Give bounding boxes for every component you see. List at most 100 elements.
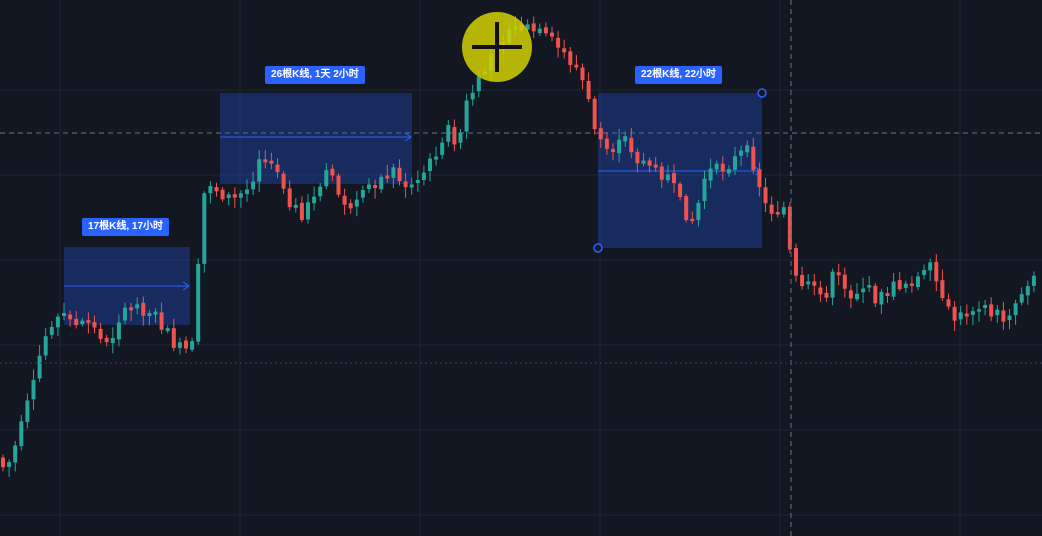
candle-body [147, 313, 152, 317]
candle-body [928, 262, 933, 271]
candle-body [556, 37, 561, 48]
candle-body [80, 320, 85, 325]
candle-body [983, 305, 988, 309]
candle-body [800, 275, 805, 287]
candle-down [934, 253, 939, 292]
candle-down [92, 315, 97, 334]
candle-up [714, 160, 719, 175]
candle-down [586, 72, 591, 102]
candle-body [275, 164, 280, 173]
candle-down [556, 31, 561, 58]
candle-body [836, 272, 841, 276]
candle-body [623, 136, 628, 142]
candle-body [775, 212, 780, 215]
candle-down [531, 16, 536, 39]
candle-up [903, 280, 908, 293]
candle-body [165, 328, 170, 332]
candle-body [251, 181, 256, 190]
candle-down [275, 158, 280, 179]
candle-down [897, 272, 902, 292]
candle-body [970, 311, 975, 315]
range-label-1[interactable]: 17根K线, 17小时 [82, 218, 170, 236]
candle-up [25, 393, 30, 429]
candle-up [306, 194, 310, 224]
candle-body [409, 184, 414, 188]
candle-body [68, 314, 73, 320]
candle-down [74, 311, 79, 329]
candle-up [312, 186, 317, 211]
candle-body [116, 322, 121, 340]
candle-up [458, 128, 463, 150]
candle-down [952, 301, 957, 331]
candle-body [379, 176, 384, 190]
candle-body [812, 281, 817, 286]
date-price-range-tools[interactable] [64, 88, 767, 325]
candle-down [403, 173, 408, 198]
candle-up [19, 414, 24, 451]
candle-down [598, 122, 603, 148]
candle-body [43, 336, 48, 356]
candle-body [824, 292, 829, 298]
candle-down [873, 282, 878, 308]
candle-up [440, 137, 445, 160]
candle-down [757, 162, 762, 197]
candle-body [440, 142, 445, 155]
candle-body [879, 291, 884, 305]
candle-body [184, 340, 188, 349]
candle-body [415, 179, 420, 184]
candle-up [806, 274, 811, 290]
candle-body [226, 194, 231, 199]
candle-body [952, 306, 957, 321]
candle-body [940, 280, 945, 299]
candle-body [37, 355, 42, 379]
candle-down [171, 318, 176, 352]
candle-body [885, 293, 890, 296]
candle-up [379, 174, 384, 194]
candle-down [659, 162, 664, 189]
candle-body [324, 170, 329, 187]
candle-body [104, 337, 109, 343]
candle-body [818, 287, 823, 295]
candle-body [787, 206, 792, 250]
candle-body [964, 313, 969, 317]
candle-down [184, 336, 188, 354]
candle-body [550, 32, 554, 37]
candle-up [464, 93, 469, 139]
candle-down [818, 281, 823, 303]
candle-body [525, 24, 530, 30]
candle-up [696, 200, 701, 227]
candle-body [287, 188, 292, 208]
range-label-2[interactable]: 26根K线, 1天 2小时 [265, 66, 365, 84]
candle-up [354, 190, 359, 217]
crosshair-cursor-icon [462, 12, 532, 82]
candle-body [245, 189, 249, 194]
candle-body [977, 309, 981, 312]
candle-down [348, 199, 353, 214]
candle-body [531, 23, 536, 32]
candle-down [604, 132, 609, 155]
candle-body [281, 173, 286, 189]
candle-body [391, 167, 396, 178]
candle-body [25, 400, 30, 423]
candle-down [848, 284, 853, 309]
range-box-2 [220, 93, 412, 184]
candle-body [617, 139, 622, 154]
candle-body [794, 248, 798, 276]
candle-body [611, 149, 615, 153]
candle-body [74, 318, 79, 326]
candle-down [263, 149, 268, 169]
candle-up [13, 440, 18, 472]
candle-up [62, 302, 66, 321]
candle-up [983, 299, 988, 316]
candle-body [92, 322, 97, 328]
candle-up [226, 192, 231, 206]
candle-up [110, 327, 115, 354]
candle-body [214, 187, 219, 192]
range-label-3[interactable]: 22根K线, 22小时 [635, 66, 723, 84]
candle-body [684, 196, 689, 220]
candle-down [104, 334, 109, 347]
candle-body [659, 166, 664, 180]
